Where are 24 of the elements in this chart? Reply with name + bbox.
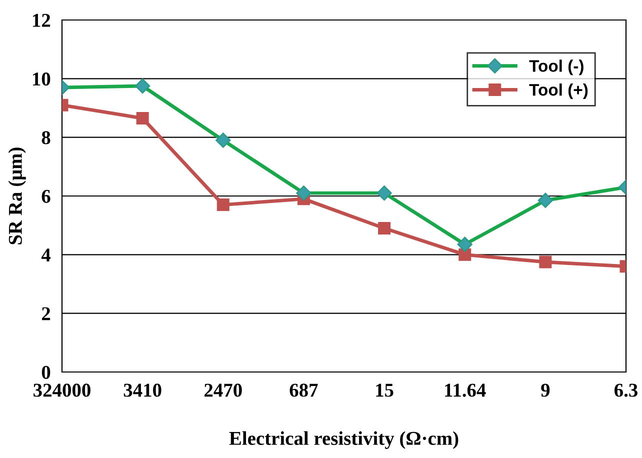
point	[378, 222, 391, 235]
y-tick-label: 2	[42, 307, 50, 320]
y-tick-label: 8	[42, 131, 50, 144]
x-tick-label: 687	[290, 384, 318, 397]
x-axis-title: Electrical resistivity (Ω·cm)	[229, 431, 458, 449]
x-tick-label: 6.3	[614, 384, 638, 397]
x-tick-label: 9	[541, 384, 550, 397]
point	[458, 248, 472, 261]
legend-label: Tool (-)	[529, 60, 584, 76]
y-tick-label: 4	[41, 248, 51, 262]
x-tick-label: 2470	[204, 384, 242, 397]
point	[216, 198, 230, 212]
point	[136, 112, 149, 125]
y-axis-title: SR Ra (μm)	[8, 148, 26, 244]
y-tick-label: 6	[42, 190, 50, 203]
y-tick-label: 10	[33, 72, 50, 86]
x-tick-label: 11.64	[445, 384, 486, 397]
point	[539, 256, 552, 268]
y-tick-label: 0	[42, 366, 50, 379]
x-tick-label: 15	[376, 384, 394, 397]
x-tick-label: 3410	[124, 384, 162, 397]
legend-label: Tool (+)	[529, 84, 588, 100]
y-tick-label: 12	[33, 14, 50, 27]
x-tick-label: 324000	[34, 384, 90, 397]
